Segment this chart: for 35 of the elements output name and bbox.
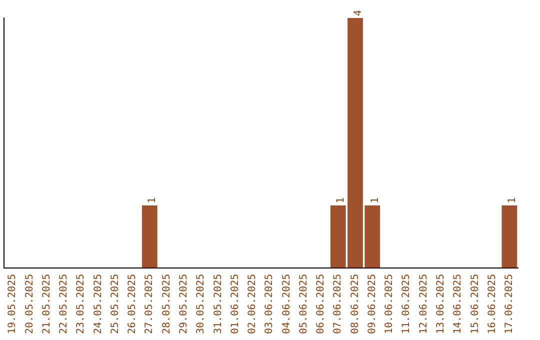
x-tick-label: 30.05.2025 xyxy=(196,274,207,334)
x-tick-label: 03.06.2025 xyxy=(264,274,276,334)
data-label: 4 xyxy=(352,10,364,16)
x-tick-label: 14.06.2025 xyxy=(452,274,464,334)
data-label: 1 xyxy=(336,197,347,204)
x-tick-label: 22.05.2025 xyxy=(58,274,70,334)
data-label: 1 xyxy=(147,197,158,204)
x-tick-label: 17.06.2025 xyxy=(504,274,516,334)
data-label: 1 xyxy=(370,197,381,204)
x-tick-label: 04.06.2025 xyxy=(281,274,292,334)
x-tick-label: 21.05.2025 xyxy=(41,274,52,334)
x-tick-label: 27.05.2025 xyxy=(144,274,156,334)
x-tick-label: 25.05.2025 xyxy=(110,274,121,334)
x-tick-label: 11.06.2025 xyxy=(401,274,412,334)
x-tick-label: 09.06.2025 xyxy=(366,274,378,334)
x-tick-label: 01.06.2025 xyxy=(230,274,241,334)
x-tick-label: 16.06.2025 xyxy=(486,274,498,334)
data-label: 1 xyxy=(507,197,518,204)
x-tick-label: 07.06.2025 xyxy=(332,274,344,334)
x-tick-label: 28.05.2025 xyxy=(161,274,172,334)
x-tick-label: 15.06.2025 xyxy=(470,274,481,334)
x-tick-label: 26.05.2025 xyxy=(127,274,138,334)
x-tick-label: 12.06.2025 xyxy=(418,274,430,334)
x-tick-label: 19.05.2025 xyxy=(7,274,18,334)
x-tick-label: 02.06.2025 xyxy=(247,274,258,334)
x-tick-label: 13.06.2025 xyxy=(435,274,446,334)
x-tick-label: 20.05.2025 xyxy=(24,274,36,334)
x-tick-label: 24.05.2025 xyxy=(92,274,104,334)
x-tick-label: 10.06.2025 xyxy=(384,274,396,334)
x-tick-label: 08.06.2025 xyxy=(350,274,361,334)
x-tick-label: 05.06.2025 xyxy=(298,274,310,334)
x-tick-label: 06.06.2025 xyxy=(316,274,327,334)
x-tick-label: 31.05.2025 xyxy=(212,274,224,334)
x-tick-label: 23.05.2025 xyxy=(76,274,87,334)
x-tick-label: 29.05.2025 xyxy=(178,274,190,334)
